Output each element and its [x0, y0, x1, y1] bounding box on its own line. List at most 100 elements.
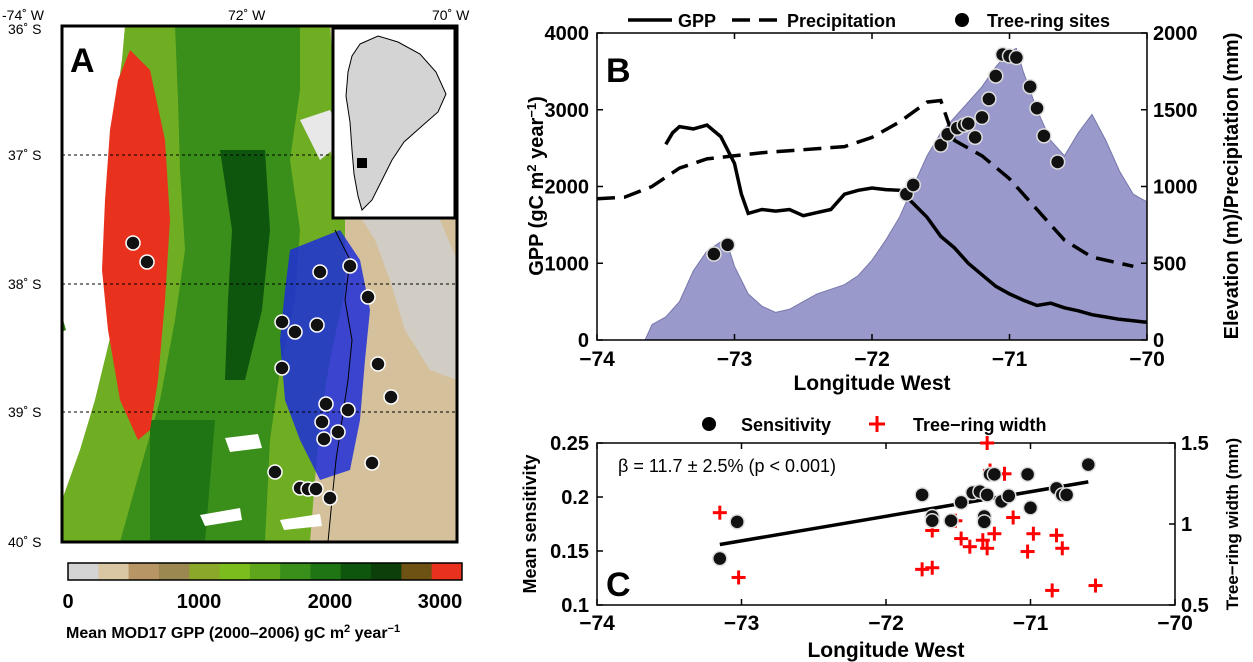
map-site-dot: [383, 389, 399, 405]
x-tick-label: −72: [868, 612, 904, 635]
tree-ring-site-point: [960, 115, 976, 132]
map-lake-2: [200, 508, 242, 526]
colorbar-swatch: [431, 563, 463, 580]
sensitivity-point: [1001, 488, 1017, 504]
map-site-dot: [309, 317, 325, 333]
sensitivity-point: [979, 487, 995, 503]
plot-c-ylabel-right: Tree−ring width (mm): [1223, 438, 1242, 610]
tree-ring-site-point: [706, 246, 722, 262]
lat-label-36: 36˚ S: [8, 21, 41, 37]
y-tick-label-left: 0: [578, 330, 589, 352]
colorbar-swatch: [249, 563, 281, 580]
map-site-dot: [364, 455, 380, 471]
y-tick-label-right: 1500: [1153, 100, 1198, 122]
y-tick-label-left: 3000: [545, 100, 590, 122]
y-tick-label-right: 1000: [1153, 177, 1198, 199]
legend-sites-label: Tree-ring sites: [987, 11, 1110, 31]
elevation-area: [644, 47, 1147, 340]
map-site-dot: [330, 424, 346, 440]
y-tick-label-right: 0.5: [1181, 595, 1209, 617]
panel-c-letter: C: [606, 566, 631, 604]
colorbar-swatch: [401, 563, 433, 580]
plot-b-ticks: −74 −73 −72 −71 −700100020003000400005001000…: [545, 23, 1198, 371]
lat-label-37: 37˚ S: [8, 147, 41, 163]
map-forest-dark: [220, 150, 270, 380]
map-site-dot: [274, 360, 290, 376]
y-tick-label-right: 1: [1181, 514, 1192, 536]
map-site-dot: [316, 431, 332, 447]
legend-precipitation-label: Precipitation: [787, 11, 896, 31]
colorbar-swatch: [280, 563, 311, 580]
plot-c-frame: [596, 442, 1176, 606]
map-site-dot: [318, 396, 334, 412]
map-lake-1: [225, 434, 262, 452]
colorbar-tick-0: 0: [62, 591, 73, 613]
map-site-dot: [360, 289, 376, 305]
legend-sensitivity-swatch: [702, 417, 716, 431]
gpp-line: [664, 123, 1148, 325]
plot-b-ylabel-left: GPP (gC m2 year−1): [524, 96, 548, 276]
tree-ring-width-point: [980, 436, 995, 450]
map-site-dot: [274, 314, 290, 330]
sensitivity-point: [924, 513, 940, 529]
map-site-dot: [370, 356, 386, 372]
tree-ring-width-point: [712, 505, 727, 520]
sensitivity-points: [712, 456, 1097, 567]
map-site-dot: [287, 324, 303, 340]
x-tick-label: −74: [579, 612, 615, 635]
colorbar-swatch: [340, 563, 372, 580]
map-site-dot: [322, 490, 338, 506]
legend-width-label: Tree−ring width: [913, 415, 1047, 435]
panel-a-letter: A: [70, 42, 95, 80]
map-site-dot: [267, 464, 283, 480]
plot-b-xlabel: Longitude West: [793, 372, 950, 395]
tree-ring-width-point: [1045, 583, 1060, 598]
tree-ring-site-point: [1029, 100, 1045, 116]
tree-ring-width-point: [954, 531, 969, 546]
y-tick-label-left: 1000: [545, 253, 590, 275]
colorbar-swatch: [371, 563, 402, 580]
trend-line: [719, 480, 1089, 547]
x-tick-label: −73: [724, 612, 760, 635]
tree-ring-width-point: [987, 526, 1002, 541]
tree-ring-site-point: [1036, 128, 1052, 144]
tree-ring-site-point: [974, 109, 990, 126]
map-tree-ring-sites: [125, 235, 399, 506]
x-tick-label: −71: [1013, 612, 1049, 635]
map-site-dot: [340, 402, 356, 418]
tree-ring-width-point: [975, 533, 990, 548]
colorbar-tick-2000: 2000: [308, 591, 353, 613]
tree-ring-width-point: [731, 570, 746, 585]
colorbar: [68, 563, 463, 580]
y-tick-label-left: 2000: [545, 177, 590, 199]
x-tick-label: −70: [1157, 612, 1193, 635]
sensitivity-point: [1022, 500, 1039, 516]
map-frame: [60, 24, 459, 544]
x-tick-label: −72: [854, 348, 890, 371]
x-tick-label: −70: [1129, 348, 1165, 371]
colorbar-label: Mean MOD17 GPP (2000–2006) gC m2 year−1: [66, 623, 400, 642]
colorbar-swatch: [189, 563, 221, 580]
sensitivity-point: [953, 494, 969, 511]
map-site-dot: [312, 264, 328, 280]
lon-label-72: 72˚ W: [228, 7, 266, 23]
inset-south-america: [331, 26, 457, 220]
y-tick-label-right: 2000: [1153, 23, 1198, 45]
inset-continent: [345, 35, 447, 211]
precipitation-line: [596, 98, 1134, 269]
y-tick-label-left: 0.2: [561, 487, 589, 509]
panel-b: −74 −73 −72 −71 −700100020003000400005001000…: [524, 11, 1243, 395]
colorbar-tick-1000: 1000: [177, 591, 222, 613]
plot-c-xlabel: Longitude West: [807, 639, 964, 662]
inset-study-area-marker: [357, 158, 367, 168]
map-site-dot: [308, 481, 324, 497]
y-tick-label-right: 0: [1153, 330, 1164, 352]
sensitivity-point: [976, 514, 993, 530]
map-lake-3: [280, 514, 322, 530]
tree-ring-site-point: [1008, 49, 1025, 66]
map-site-dot: [314, 414, 330, 430]
y-tick-label-right: 1.5: [1181, 433, 1209, 455]
plot-c-annotation: β = 11.7 ± 2.5% (p < 0.001): [618, 456, 836, 476]
sensitivity-point: [729, 514, 745, 530]
